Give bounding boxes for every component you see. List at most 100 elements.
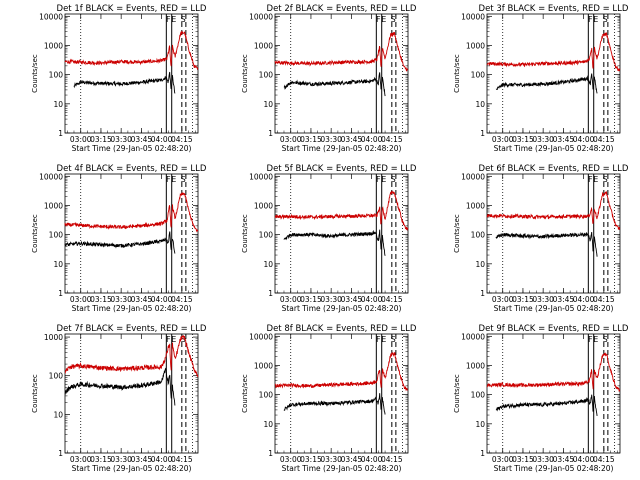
y-tick-label: 10000 <box>249 172 273 181</box>
x-tick-label: 03:15 <box>90 135 112 144</box>
y-axis-label: Counts/sec <box>241 374 249 413</box>
x-tick-label: 04:00 <box>573 295 595 304</box>
x-tick-label: 03:45 <box>131 455 153 464</box>
y-tick-label: 10000 <box>39 12 63 21</box>
marker-label: E <box>593 175 598 184</box>
y-tick-label: 1 <box>480 289 485 298</box>
x-tick-label: 03:15 <box>300 135 322 144</box>
plot-frame <box>64 13 199 134</box>
y-tick-label: 1000 <box>254 41 273 50</box>
x-tick-label: 04:00 <box>151 455 173 464</box>
x-tick-label: 04:15 <box>171 455 193 464</box>
panel-title: Det 6f BLACK = Events, RED = LLD <box>479 164 629 174</box>
lld-series-line <box>64 30 199 71</box>
plot-frame <box>274 173 409 294</box>
x-tick-label: 04:15 <box>381 135 403 144</box>
plot-frame <box>486 173 621 294</box>
y-tick-label: 1 <box>268 289 273 298</box>
x-tick-label: 03:00 <box>70 455 92 464</box>
panel-det-2f: Det 2f BLACK = Events, RED = LLD 1 10 100 10… <box>241 4 417 153</box>
x-tick-label: 03:00 <box>492 455 514 464</box>
x-tick-label: 03:45 <box>341 455 363 464</box>
y-tick-label: 1000 <box>254 361 273 370</box>
x-tick-label: 04:00 <box>151 295 173 304</box>
y-tick-label: 10 <box>475 420 485 429</box>
marker-label: S <box>181 15 186 24</box>
marker-label: F <box>588 15 593 24</box>
y-tick-label: 1 <box>480 449 485 458</box>
x-axis-label: Start Time (29-Jan-05 02:48:20) <box>282 304 402 313</box>
x-axis-label: Start Time (29-Jan-05 02:48:20) <box>494 464 614 473</box>
y-tick-label: 1 <box>480 129 485 138</box>
y-tick-label: 10000 <box>461 332 485 341</box>
y-tick-label: 100 <box>471 391 486 400</box>
plot-frame <box>64 333 199 454</box>
y-tick-label: 10 <box>53 260 63 269</box>
y-tick-label: 100 <box>49 231 64 240</box>
panel-title: Det 5f BLACK = Events, RED = LLD <box>267 164 417 174</box>
events-series-line <box>495 231 598 257</box>
x-axis-label: Start Time (29-Jan-05 02:48:20) <box>282 464 402 473</box>
marker-label: E <box>171 335 176 344</box>
x-tick-label: 04:00 <box>151 135 173 144</box>
y-tick-label: 10000 <box>249 12 273 21</box>
y-axis-label: Counts/sec <box>241 214 249 253</box>
x-axis-label: Start Time (29-Jan-05 02:48:20) <box>72 464 192 473</box>
x-tick-label: 03:15 <box>512 135 534 144</box>
marker-label: S <box>603 15 608 24</box>
y-tick-label: 1 <box>268 449 273 458</box>
panel-title: Det 7f BLACK = Events, RED = LLD <box>57 324 207 334</box>
y-tick-label: 1 <box>58 449 63 458</box>
y-tick-label: 100 <box>259 231 274 240</box>
x-tick-label: 04:15 <box>171 135 193 144</box>
x-tick-label: 04:15 <box>593 295 615 304</box>
x-tick-label: 03:00 <box>280 455 302 464</box>
marker-label: F <box>166 15 171 24</box>
events-series-line <box>73 71 176 94</box>
x-tick-label: 03:15 <box>300 455 322 464</box>
y-tick-label: 100 <box>49 372 64 381</box>
y-tick-label: 10000 <box>461 12 485 21</box>
y-axis-label: Counts/sec <box>453 374 461 413</box>
x-tick-label: 03:15 <box>512 455 534 464</box>
y-tick-label: 1 <box>58 129 63 138</box>
y-tick-label: 1000 <box>44 333 63 342</box>
x-tick-label: 04:15 <box>593 455 615 464</box>
panel-det-9f: Det 9f BLACK = Events, RED = LLD 1 10 100 10… <box>453 324 629 473</box>
y-tick-label: 10 <box>475 260 485 269</box>
marker-label: F <box>166 175 171 184</box>
x-tick-label: 03:15 <box>300 295 322 304</box>
y-tick-label: 100 <box>259 391 274 400</box>
x-tick-label: 04:15 <box>381 295 403 304</box>
y-tick-label: 1 <box>58 289 63 298</box>
marker-label: S <box>603 175 608 184</box>
y-tick-label: 1000 <box>254 201 273 210</box>
panel-det-4f: Det 4f BLACK = Events, RED = LLD 1 10 100 10… <box>31 164 207 313</box>
y-tick-label: 1000 <box>44 201 63 210</box>
plot-frame <box>64 173 199 294</box>
y-axis-label: Counts/sec <box>453 214 461 253</box>
x-tick-label: 03:45 <box>553 135 575 144</box>
y-axis-label: Counts/sec <box>241 54 249 93</box>
x-tick-label: 03:15 <box>90 295 112 304</box>
y-axis-label: Counts/sec <box>31 374 39 413</box>
x-tick-label: 04:15 <box>593 135 615 144</box>
panel-title: Det 2f BLACK = Events, RED = LLD <box>267 4 417 14</box>
marker-label: S <box>391 175 396 184</box>
x-tick-label: 03:00 <box>70 295 92 304</box>
panel-det-1f: Det 1f BLACK = Events, RED = LLD 1 10 100 10… <box>31 4 207 153</box>
x-axis-label: Start Time (29-Jan-05 02:48:20) <box>72 304 192 313</box>
x-tick-label: 04:00 <box>573 135 595 144</box>
lld-series-line <box>64 192 199 233</box>
y-tick-label: 1000 <box>466 201 485 210</box>
events-series-line <box>495 73 598 94</box>
y-tick-label: 10 <box>263 420 273 429</box>
x-tick-label: 03:00 <box>70 135 92 144</box>
marker-label: E <box>171 15 176 24</box>
events-series-line <box>283 393 386 415</box>
y-tick-label: 10 <box>263 260 273 269</box>
marker-label: S <box>181 335 186 344</box>
lld-series-line <box>486 352 621 392</box>
plot-frame <box>486 13 621 134</box>
